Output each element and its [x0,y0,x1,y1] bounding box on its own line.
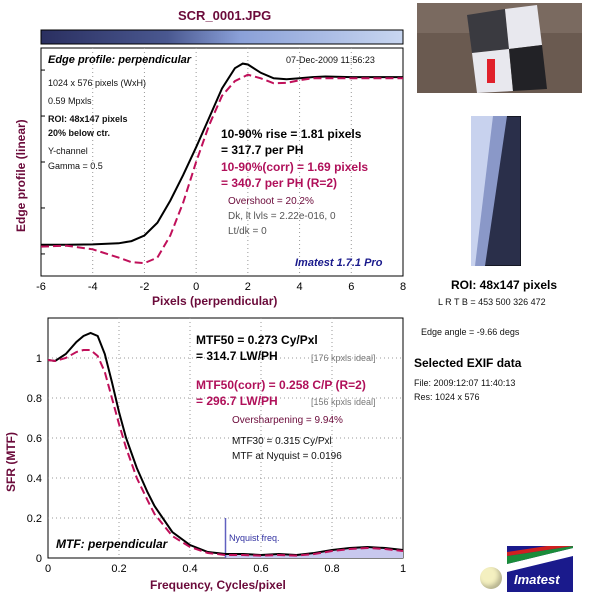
bottom-panel-title: MTF: perpendicular [56,537,168,551]
imatest-logo: Imatest [507,546,573,592]
top-plot-frame [40,47,404,277]
top-panel-title: Edge profile: perpendicular [48,54,192,66]
nyquist-label: Nyquist freq. [229,533,280,543]
bottom-y-tick-label: 0.6 [27,433,42,445]
top-x-tick-label: 2 [245,281,251,293]
rise-per-ph: = 317.7 per PH [221,143,304,157]
channel-label: Y-channel [48,146,88,156]
top-x-tick-label: 4 [297,281,303,293]
mtf-chart: 0 0.2 0.4 0.6 0.8 1 0 0.2 0.4 0.6 0.8 1 [27,317,406,575]
bottom-y-tick-label: 0.2 [27,513,42,525]
bottom-x-tick-label: 0.6 [253,563,268,575]
roi-bounds: L R T B = 453 500 326 472 [438,297,546,307]
rise-value: 10-90% rise = 1.81 pixels [221,127,362,141]
mtf30-value: MTF30 = 0.315 Cy/Pxl [232,436,332,447]
overshoot-value: Overshoot = 20.2% [228,196,314,207]
bottom-y-tick-label: 0.4 [27,473,42,485]
mtf-at-nyquist: MTF at Nyquist = 0.0196 [232,451,342,462]
top-x-tick-label: 0 [193,281,199,293]
mtf50-lwph: = 314.7 LW/PH [196,349,278,363]
bottom-x-tick-label: 1 [400,563,406,575]
top-x-axis-label: Pixels (perpendicular) [152,294,278,308]
oversharpening: Oversharpening = 9.94% [232,415,343,426]
light-dark-ratio: Lt/dk = 0 [228,226,267,237]
bottom-x-axis-label: Frequency, Cycles/pixel [150,578,286,592]
megapixels: 0.59 Mpxls [48,96,92,106]
roi-crop-label: ROI: 48x147 pixels [451,278,558,292]
date-stamp: 07-Dec-2009 11:56:23 [286,55,375,65]
top-x-tick-label: -2 [140,281,150,293]
exif-title: Selected EXIF data [414,356,522,370]
logo-sphere [480,567,502,589]
logo-text: Imatest [514,572,560,587]
bottom-x-tick-label: 0.8 [324,563,339,575]
mtf50-corr-ideal: [156 kpxls ideal] [311,397,376,407]
roi-crop [471,116,521,266]
bottom-y-tick-label: 0 [36,553,42,565]
file-title: SCR_0001.JPG [178,8,272,23]
image-size: 1024 x 576 pixels (WxH) [48,78,147,88]
rise-corr-value: 10-90%(corr) = 1.69 pixels [221,160,369,174]
gamma-label: Gamma = 0.5 [48,161,103,171]
bottom-y-tick-label: 1 [36,353,42,365]
mtf50-corr-value: MTF50(corr) = 0.258 C/P (R=2) [196,378,366,392]
roi-label: ROI: 48x147 pixels [48,114,128,124]
mtf50-value: MTF50 = 0.273 Cy/Pxl [196,333,318,347]
top-x-tick-label: -6 [36,281,46,293]
mtf50-corr-lwph: = 296.7 LW/PH [196,394,278,408]
rise-corr-per-ph: = 340.7 per PH (R=2) [221,176,338,190]
bottom-x-tick-label: 0.2 [111,563,126,575]
bottom-y-tick-label: 0.8 [27,393,42,405]
top-x-tick-label: 8 [400,281,406,293]
mtf-line [47,331,404,557]
image-thumbnail [417,3,582,93]
top-x-tick-label: 6 [348,281,354,293]
roi-position: 20% below ctr. [48,128,111,138]
edge-profile-chart: -6 -4 -2 0 2 4 6 8 [36,29,406,293]
edge-gradient-bar [40,29,404,45]
edge-profile-line [41,62,403,246]
top-x-tick-label: -4 [88,281,98,293]
imatest-version: Imatest 1.7.1 Pro [295,257,383,269]
mtf50-ideal: [176 kpxls ideal] [311,353,376,363]
dark-light-levels: Dk, lt lvls = 2.22e-016, 0 [228,211,336,222]
exif-resolution: Res: 1024 x 576 [414,392,480,402]
mtf-corr-line [47,349,404,557]
edge-angle: Edge angle = -9.66 degs [421,327,520,337]
exif-file: File: 2009:12:07 11:40:13 [414,378,516,388]
edge-profile-corr-line [40,73,403,265]
bottom-x-tick-label: 0 [45,563,51,575]
bottom-x-tick-label: 0.4 [182,563,197,575]
